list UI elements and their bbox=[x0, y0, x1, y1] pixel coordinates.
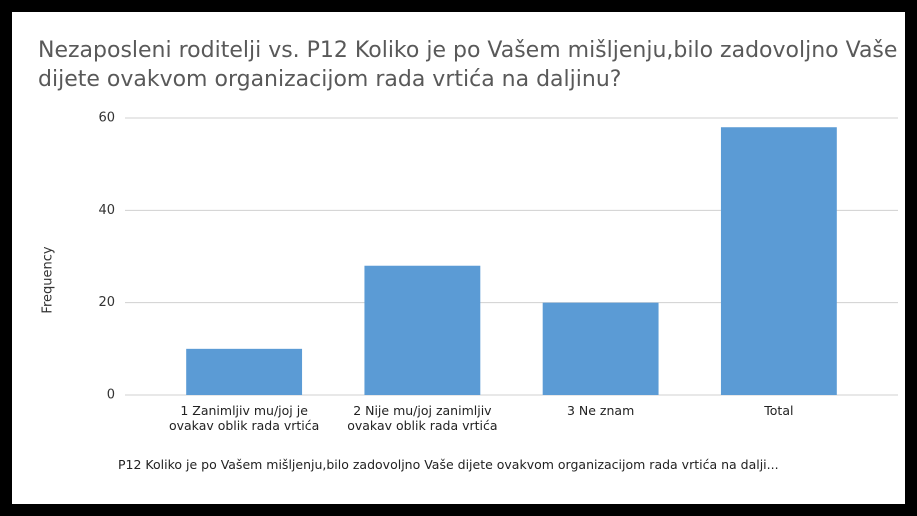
bar bbox=[720, 127, 837, 395]
y-tick-label: 60 bbox=[98, 111, 115, 126]
bar bbox=[186, 348, 303, 395]
y-tick-label: 0 bbox=[107, 388, 115, 403]
y-tick-label: 20 bbox=[98, 295, 115, 310]
x-tick-label: 1 Zanimljiv mu/joj je ovakav oblik rada … bbox=[168, 403, 320, 433]
chart-title: Nezaposleni roditelji vs. P12 Koliko je … bbox=[38, 38, 898, 92]
x-axis-label: P12 Koliko je po Vašem mišljenju,bilo za… bbox=[118, 457, 779, 472]
x-tick-label: 2 Nije mu/joj zanimljiv ovakav oblik rad… bbox=[347, 403, 498, 433]
x-tick-label: 3 Ne znam bbox=[566, 403, 635, 418]
chart-panel: Nezaposleni roditelji vs. P12 Koliko je … bbox=[12, 12, 905, 504]
y-tick-label: 40 bbox=[98, 203, 115, 218]
x-tick-label: Total bbox=[764, 403, 794, 418]
bar bbox=[542, 302, 659, 395]
y-axis-label: Frequency bbox=[41, 246, 56, 313]
chart: Frequency 0 20 40 60 bbox=[41, 111, 898, 403]
bar bbox=[364, 265, 481, 395]
